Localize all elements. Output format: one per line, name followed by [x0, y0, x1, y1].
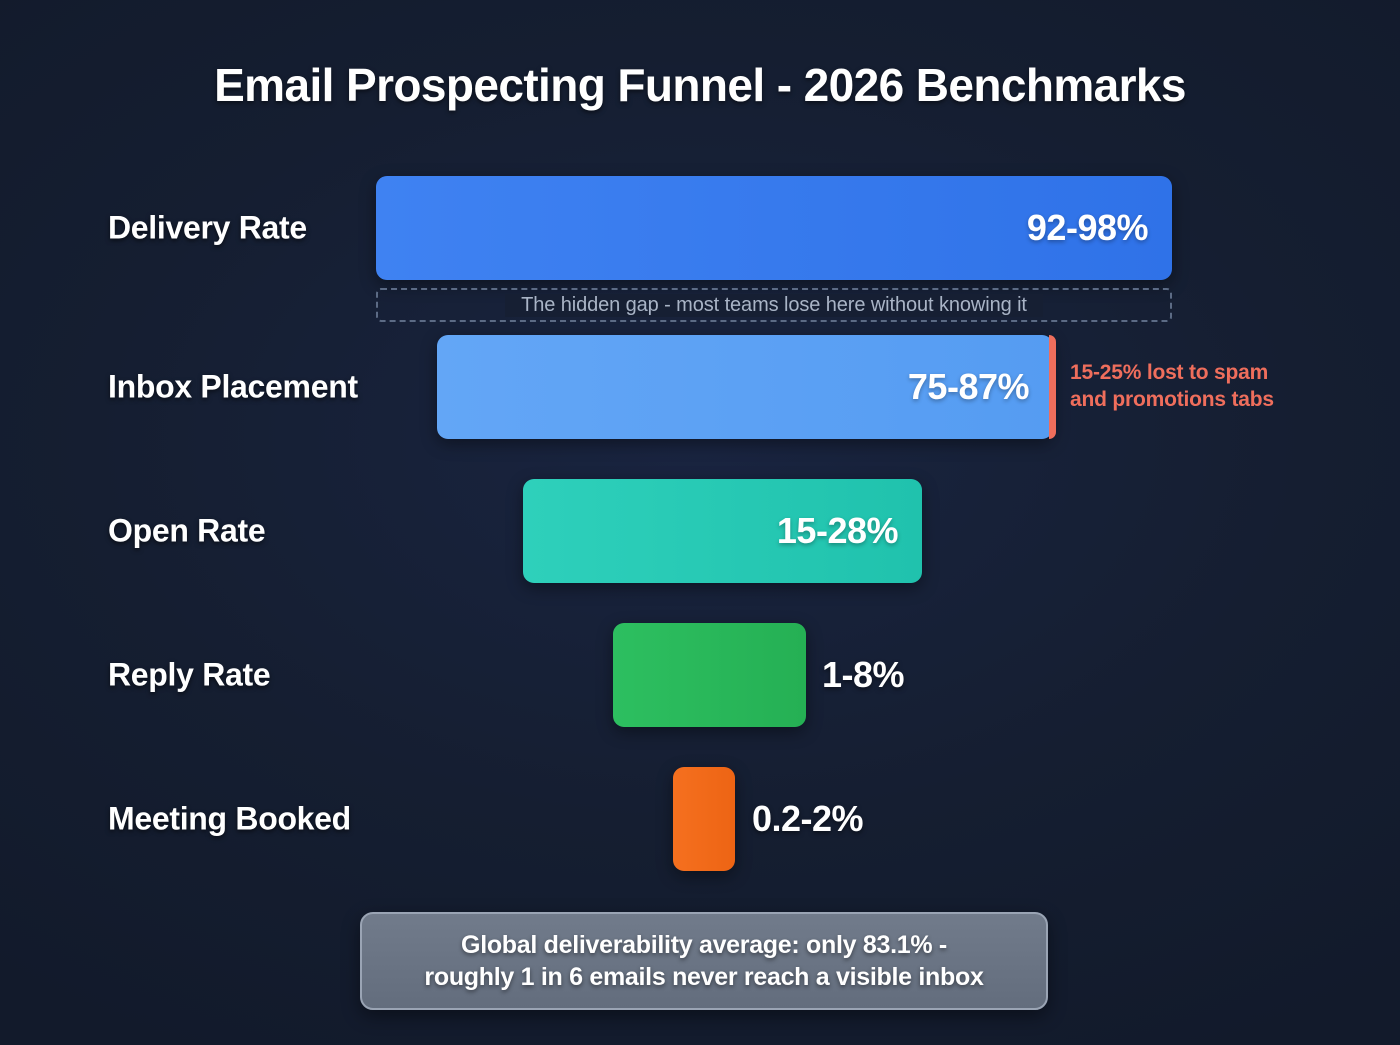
global-average-line1: Global deliverability average: only 83.1… — [461, 931, 947, 959]
hidden-gap-annotation-box: The hidden gap - most teams lose here wi… — [376, 288, 1172, 322]
funnel-label-reply-rate: Reply Rate — [108, 656, 271, 693]
funnel-bar-inbox-placement: 75-87% — [437, 335, 1053, 439]
funnel-value-delivery-rate: 92-98% — [1026, 207, 1149, 248]
funnel-bar-reply-rate — [613, 623, 806, 727]
funnel-row-reply-rate: Reply Rate 1-8% — [0, 623, 1400, 727]
funnel-value-meeting-booked: 0.2-2% — [752, 798, 864, 839]
funnel-label-open-rate: Open Rate — [108, 512, 266, 549]
funnel-value-inbox-placement: 75-87% — [907, 366, 1030, 407]
funnel-row-meeting-booked: Meeting Booked 0.2-2% — [0, 767, 1400, 871]
spam-loss-edge-marker — [1049, 335, 1056, 439]
hidden-gap-annotation-text: The hidden gap - most teams lose here wi… — [505, 293, 1043, 317]
funnel-value-reply-rate: 1-8% — [822, 654, 905, 695]
funnel-label-inbox-placement: Inbox Placement — [108, 368, 358, 405]
global-average-line2: roughly 1 in 6 emails never reach a visi… — [424, 963, 984, 991]
funnel-bar-meeting-booked — [673, 767, 735, 871]
spam-loss-annotation-line2: and promotions tabs — [1070, 388, 1274, 411]
spam-loss-annotation: 15-25% lost to spam and promotions tabs — [1070, 360, 1274, 414]
page-title: Email Prospecting Funnel - 2026 Benchmar… — [214, 59, 1186, 111]
funnel-value-open-rate: 15-28% — [776, 510, 899, 551]
funnel-label-delivery-rate: Delivery Rate — [108, 209, 307, 246]
funnel-bar-delivery-rate: 92-98% — [376, 176, 1172, 280]
funnel-row-open-rate: Open Rate 15-28% — [0, 479, 1400, 583]
funnel-label-meeting-booked: Meeting Booked — [108, 800, 351, 837]
funnel-row-delivery-rate: Delivery Rate 92-98% — [0, 176, 1400, 280]
spam-loss-annotation-line1: 15-25% lost to spam — [1070, 361, 1269, 385]
funnel-bar-open-rate: 15-28% — [523, 479, 922, 583]
global-average-callout: Global deliverability average: only 83.1… — [360, 912, 1048, 1010]
funnel-row-inbox-placement: Inbox Placement 75-87% 15-25% lost to sp… — [0, 335, 1400, 439]
